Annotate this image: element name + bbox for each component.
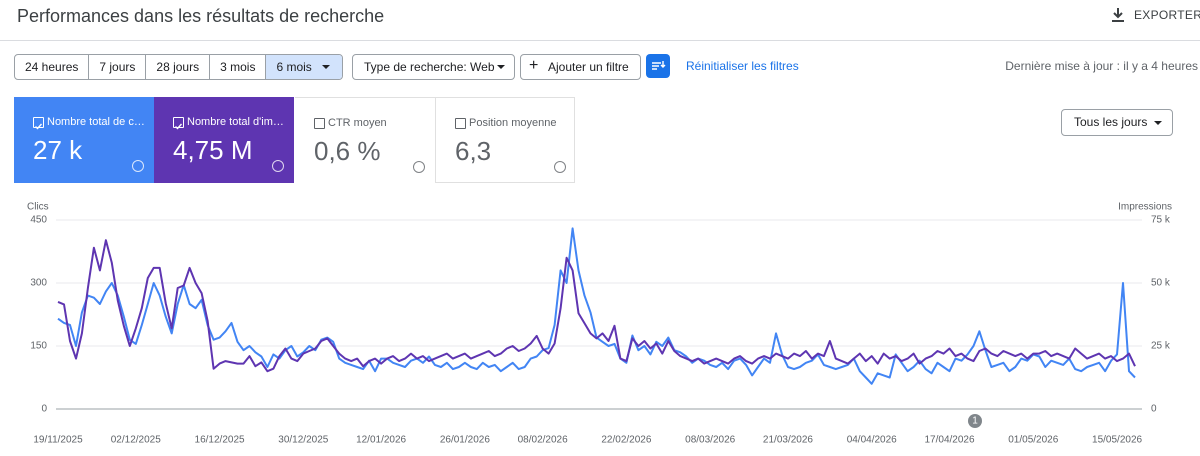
- metric-value: 6,3: [455, 136, 492, 166]
- y2-axis-label: Impressions: [1118, 202, 1172, 213]
- y2-tick-label: 50 k: [1151, 278, 1171, 289]
- x-tick-label: 01/05/2026: [1008, 435, 1058, 446]
- metric-value: 4,75 M: [173, 135, 253, 165]
- metric-label: Nombre total de c…: [47, 116, 145, 128]
- help-icon[interactable]: [554, 161, 566, 173]
- annotation-marker: [968, 414, 982, 428]
- x-tick-label: 21/03/2026: [763, 435, 813, 446]
- date-range-button[interactable]: 7 jours: [89, 55, 147, 79]
- x-tick-label: 16/12/2025: [195, 435, 245, 446]
- help-icon[interactable]: [272, 160, 284, 172]
- metric-label: Position moyenne: [469, 117, 557, 129]
- metric-card[interactable]: Nombre total de c… 27 k: [14, 97, 154, 183]
- metric-value: 27 k: [33, 135, 83, 165]
- y-tick-label: 450: [30, 215, 47, 226]
- date-range-button[interactable]: 6 mois: [266, 55, 342, 79]
- x-tick-label: 19/11/2025: [33, 435, 83, 446]
- help-icon[interactable]: [132, 160, 144, 172]
- day-filter-button[interactable]: Tous les jours: [1061, 109, 1173, 136]
- y2-tick-label: 75 k: [1151, 215, 1171, 226]
- export-button[interactable]: EXPORTER: [1112, 8, 1200, 22]
- filter-icon: [652, 61, 666, 70]
- metric-label: Nombre total d'im…: [187, 116, 284, 128]
- y2-tick-label: 0: [1151, 404, 1157, 415]
- y-axis-label: Clics: [27, 202, 49, 213]
- metric-card[interactable]: Position moyenne 6,3: [435, 97, 575, 183]
- reset-filters-link[interactable]: Réinitialiser les filtres: [686, 59, 799, 73]
- y2-tick-label: 25 k: [1151, 341, 1171, 352]
- checkbox[interactable]: [314, 118, 325, 129]
- checkbox[interactable]: [173, 117, 184, 130]
- date-range-group: 24 heures 7 jours 28 jours 3 mois 6 mois: [14, 54, 343, 80]
- check-mark: [175, 123, 183, 130]
- add-filter-button[interactable]: Ajouter un filtre: [520, 54, 641, 80]
- x-tick-label: 26/01/2026: [440, 435, 490, 446]
- date-range-button[interactable]: 3 mois: [210, 55, 267, 79]
- metric-card[interactable]: CTR moyen 0,6 %: [295, 97, 435, 183]
- export-label: EXPORTER: [1134, 8, 1200, 22]
- x-tick-label: 15/05/2026: [1092, 435, 1142, 446]
- check-mark: [35, 123, 43, 130]
- x-tick-label: 02/12/2025: [111, 435, 161, 446]
- page-title: Performances dans les résultats de reche…: [17, 6, 385, 26]
- x-tick-label: 08/02/2026: [518, 435, 568, 446]
- y-tick-label: 150: [30, 341, 47, 352]
- date-range-button[interactable]: 28 jours: [146, 55, 211, 79]
- date-range-button[interactable]: 24 heures: [15, 55, 90, 79]
- x-tick-label: 22/02/2026: [601, 435, 651, 446]
- x-tick-label: 17/04/2026: [924, 435, 974, 446]
- checkbox[interactable]: [455, 118, 466, 129]
- y-tick-label: 300: [30, 278, 47, 289]
- last-update: Dernière mise à jour : il y a 4 heures: [1005, 59, 1198, 73]
- annotation-label: 1: [972, 416, 978, 427]
- filter-icon-button[interactable]: [646, 54, 670, 78]
- metric-label: CTR moyen: [328, 117, 387, 129]
- search-type-button[interactable]: Type de recherche: Web: [352, 54, 515, 80]
- x-tick-label: 30/12/2025: [278, 435, 328, 446]
- help-icon[interactable]: [413, 161, 425, 173]
- x-tick-label: 12/01/2026: [356, 435, 406, 446]
- data-line: [57, 239, 1136, 373]
- x-tick-label: 04/04/2026: [847, 435, 897, 446]
- metric-value: 0,6 %: [314, 136, 381, 166]
- x-tick-label: 08/03/2026: [685, 435, 735, 446]
- download-icon: [1112, 8, 1124, 22]
- checkbox[interactable]: [33, 117, 44, 130]
- y-tick-label: 0: [41, 404, 47, 415]
- metric-card[interactable]: Nombre total d'im… 4,75 M: [154, 97, 294, 183]
- header: Performances dans les résultats de reche…: [0, 0, 1200, 41]
